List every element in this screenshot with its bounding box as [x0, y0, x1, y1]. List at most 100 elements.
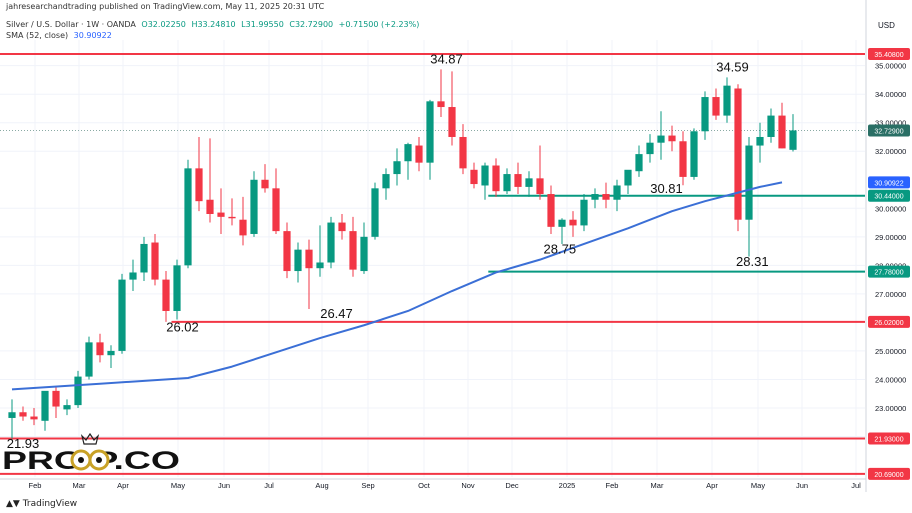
candle-body [492, 165, 500, 192]
candle-body [239, 219, 247, 236]
candle-body [580, 199, 588, 226]
candle-body [470, 169, 478, 185]
price-annotation: 26.47 [320, 306, 353, 321]
candle-body [789, 130, 797, 150]
x-tick-label: Jun [796, 481, 808, 490]
candle-body [558, 219, 566, 227]
level-price-label: 26.02000 [874, 320, 903, 327]
candle-body [569, 219, 577, 226]
candle-body [514, 174, 522, 187]
candle-body [393, 161, 401, 175]
candle-body [184, 168, 192, 266]
tradingview-brand: ▲▼ TradingView [6, 499, 78, 509]
logo-pupil-icon [78, 457, 84, 463]
candle-body [701, 97, 709, 132]
candle-body [602, 194, 610, 200]
high-value: H33.24810 [191, 20, 236, 29]
y-tick-label: 33.00000 [875, 119, 906, 128]
candle-body [41, 390, 49, 421]
x-tick-label: May [751, 481, 765, 490]
candle-body [481, 165, 489, 186]
proop-logo: PRO P.CO [2, 432, 180, 475]
candle-body [635, 154, 643, 172]
badge-label: 32.72900 [874, 128, 903, 135]
candle-body [19, 412, 27, 417]
candle-body [118, 279, 126, 351]
candle-body [327, 222, 335, 263]
candle-body [690, 131, 698, 177]
level-price-badge [868, 265, 910, 278]
level-price-badge [868, 467, 910, 480]
indicator-row[interactable]: SMA (52, close) 30.90922 [6, 31, 115, 40]
candle-body [371, 188, 379, 237]
level-price-label: 35.40800 [874, 52, 903, 59]
y-tick-label: 24.00000 [875, 375, 906, 384]
candle-body [448, 107, 456, 137]
candle-body [162, 279, 170, 311]
sma-line [11, 181, 783, 391]
candle-body [657, 135, 665, 143]
candle-body [767, 115, 775, 137]
x-tick-label: Jul [264, 481, 274, 490]
candle-body [778, 115, 786, 149]
level-price-badge [868, 315, 910, 328]
candle-body [426, 101, 434, 163]
crown-icon [80, 432, 100, 445]
candle-body [107, 350, 115, 356]
symbol-row: Silver / U.S. Dollar · 1W · OANDA O32.02… [6, 20, 422, 29]
y-tick-label: 25.00000 [875, 347, 906, 356]
candle-body [30, 416, 38, 420]
candle-body [349, 231, 357, 270]
candle-body [96, 342, 104, 356]
candle-body [679, 141, 687, 177]
candle-body [756, 136, 764, 146]
candle-body [437, 101, 445, 108]
candle-body [503, 174, 511, 192]
candle-body [613, 185, 621, 200]
x-tick-label: Feb [29, 481, 42, 490]
candle-body [668, 135, 676, 142]
last-price-badge [868, 124, 910, 137]
y-tick-label: 32.00000 [875, 147, 906, 156]
candle-body [140, 243, 148, 273]
x-tick-label: May [171, 481, 185, 490]
y-tick-label: 23.00000 [875, 404, 906, 413]
candle-body [382, 174, 390, 189]
candle-body [74, 376, 82, 406]
x-tick-label: Oct [418, 481, 431, 490]
level-price-label: 30.44000 [874, 194, 903, 201]
level-price-label: 21.93000 [874, 436, 903, 443]
level-price-badge [868, 432, 910, 445]
sma-price-badge [868, 176, 910, 189]
candle-body [734, 88, 742, 220]
candle-body [591, 194, 599, 200]
price-annotation: 26.02 [166, 320, 199, 335]
currency-label: USD [878, 21, 895, 30]
candle-body [305, 249, 313, 269]
candle-body [195, 168, 203, 202]
candle-body [525, 178, 533, 187]
open-value: O32.02250 [141, 20, 186, 29]
candle-body [228, 216, 236, 219]
y-tick-label: 29.00000 [875, 233, 906, 242]
candle-body [536, 178, 544, 195]
candle-body [294, 249, 302, 272]
candle-body [338, 222, 346, 232]
candle-body [261, 179, 269, 189]
sma-value: 30.90922 [73, 31, 112, 40]
sma-label: SMA (52, close) [6, 31, 69, 40]
price-annotation: 21.93 [7, 436, 40, 451]
level-price-label: 20.69000 [874, 472, 903, 479]
candle-body [712, 97, 720, 116]
y-tick-label: 30.00000 [875, 204, 906, 213]
publish-info: jahresearchandtrading published on Tradi… [6, 2, 325, 11]
price-annotation: 30.81 [650, 181, 683, 196]
candle-body [283, 231, 291, 272]
price-annotation: 34.87 [430, 51, 463, 66]
close-value: C32.72900 [289, 20, 334, 29]
candle-body [272, 188, 280, 232]
x-tick-label: Aug [315, 481, 328, 490]
candle-body [173, 265, 181, 311]
x-tick-label: Mar [73, 481, 86, 490]
